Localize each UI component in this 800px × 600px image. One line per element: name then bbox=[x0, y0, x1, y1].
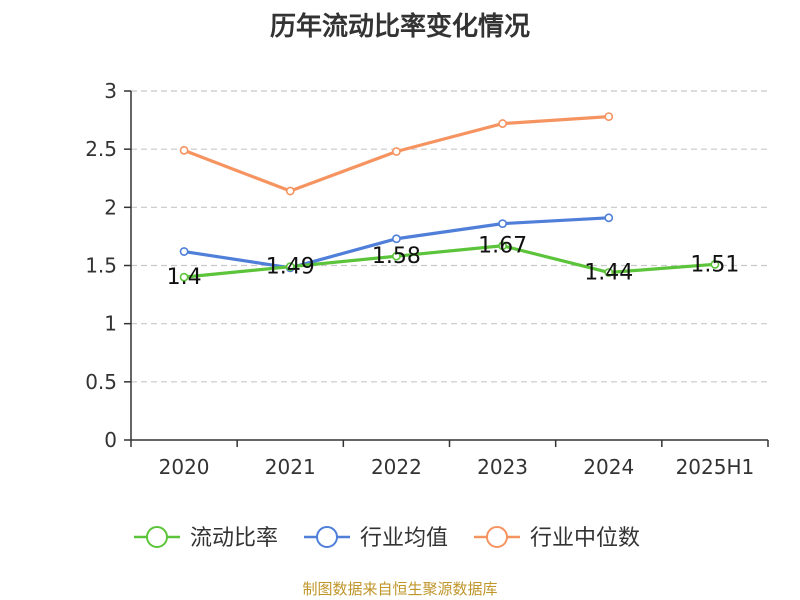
legend-marker bbox=[486, 526, 508, 548]
grid-lines bbox=[131, 90, 768, 383]
legend-marker bbox=[316, 526, 338, 548]
data-point bbox=[285, 186, 295, 196]
data-point bbox=[710, 259, 720, 269]
data-label: 1.44 bbox=[584, 260, 633, 285]
data-point bbox=[179, 145, 189, 155]
data-label: 1.58 bbox=[372, 244, 421, 269]
y-tick-label: 2.5 bbox=[85, 137, 117, 161]
x-tick-label: 2021 bbox=[265, 455, 316, 479]
data-point bbox=[604, 112, 614, 121]
data-point bbox=[392, 234, 401, 244]
data-label: 1.51 bbox=[690, 252, 739, 277]
y-tick-label: 3 bbox=[104, 79, 117, 103]
legend-label: 流动比率 bbox=[190, 526, 278, 551]
data-point bbox=[392, 147, 401, 156]
x-tick-label: 2020 bbox=[159, 455, 210, 479]
x-tick-label: 2022 bbox=[371, 455, 422, 479]
data-label: 1.67 bbox=[478, 234, 527, 259]
y-tick-label: 0 bbox=[104, 428, 117, 452]
data-point bbox=[498, 219, 507, 229]
chart-title: 历年流动比率变化情况 bbox=[269, 12, 530, 42]
data-point bbox=[498, 241, 507, 251]
legend-marker bbox=[146, 526, 168, 548]
legend-label: 行业中位数 bbox=[530, 526, 640, 551]
data-point bbox=[285, 262, 295, 272]
y-tick-label: 1 bbox=[104, 312, 117, 336]
data-point bbox=[392, 251, 401, 261]
y-tick-label: 1.5 bbox=[85, 254, 117, 278]
legend-item-3[interactable]: 行业中位数 bbox=[474, 526, 640, 551]
x-tick-label: 2025H1 bbox=[676, 455, 755, 479]
data-point bbox=[604, 268, 614, 277]
x-tick-label: 2023 bbox=[477, 455, 528, 479]
data-point bbox=[604, 213, 614, 223]
data-point bbox=[179, 247, 189, 256]
data-points bbox=[179, 112, 720, 282]
y-tick-label: 2 bbox=[104, 195, 117, 219]
data-labels: 1.4 1.49 1.58 1.67 1.44 1.51 bbox=[167, 234, 740, 290]
source-footer: 制图数据来自恒生聚源数据库 bbox=[302, 580, 498, 598]
series-line-1 bbox=[182, 244, 717, 279]
data-label: 1.49 bbox=[266, 255, 315, 280]
axes: 0 0.5 1 1.5 2 2.5 3 2020 2021 2022 2023 2024 2025H1 bbox=[85, 79, 769, 479]
series-lines bbox=[182, 114, 717, 279]
x-tick-label: 2024 bbox=[583, 455, 634, 479]
legend-item-2[interactable]: 行业均值 bbox=[304, 526, 448, 551]
data-point bbox=[179, 272, 189, 282]
legend-item-1[interactable]: 流动比率 bbox=[134, 526, 278, 551]
legend[interactable]: 流动比率 行业均值 行业中位数 bbox=[134, 526, 640, 551]
y-tick-label: 0.5 bbox=[85, 370, 117, 394]
legend-label: 行业均值 bbox=[360, 526, 448, 551]
data-label: 1.4 bbox=[167, 265, 202, 290]
data-point bbox=[498, 119, 507, 128]
